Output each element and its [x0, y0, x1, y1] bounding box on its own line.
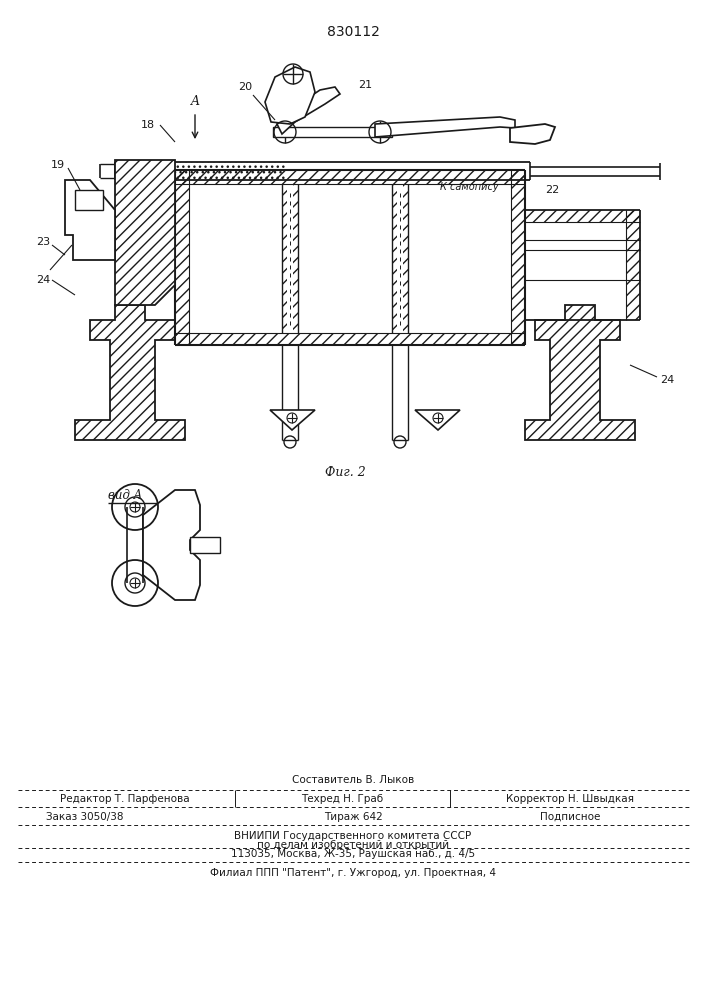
Polygon shape: [277, 87, 340, 134]
Polygon shape: [115, 160, 175, 305]
Text: 21: 21: [358, 80, 372, 90]
Polygon shape: [265, 67, 315, 124]
Text: Тираж 642: Тираж 642: [324, 812, 382, 822]
Text: 23: 23: [36, 237, 50, 247]
Text: A: A: [190, 95, 199, 108]
Text: К самопису: К самопису: [440, 182, 498, 192]
Text: 24: 24: [36, 275, 50, 285]
Text: Редактор Т. Парфенова: Редактор Т. Парфенова: [60, 794, 189, 804]
Text: 22: 22: [545, 185, 559, 195]
Text: Заказ 3050/38: Заказ 3050/38: [46, 812, 124, 822]
Text: 830112: 830112: [327, 25, 380, 39]
Polygon shape: [65, 180, 115, 260]
Text: Техред Н. Граб: Техред Н. Граб: [301, 794, 383, 804]
Text: ВНИИПИ Государственного комитета СССР: ВНИИПИ Государственного комитета СССР: [235, 831, 472, 841]
Polygon shape: [75, 190, 103, 210]
Polygon shape: [143, 490, 200, 600]
Polygon shape: [510, 124, 555, 144]
Polygon shape: [375, 117, 515, 137]
Text: вид A: вид A: [108, 489, 142, 502]
Polygon shape: [273, 127, 392, 137]
Text: 18: 18: [141, 120, 155, 130]
Text: Филиал ППП "Патент", г. Ужгород, ул. Проектная, 4: Филиал ППП "Патент", г. Ужгород, ул. Про…: [210, 868, 496, 878]
Text: Фиг. 2: Фиг. 2: [325, 466, 366, 479]
Polygon shape: [190, 537, 220, 553]
Text: 24: 24: [660, 375, 674, 385]
Text: Корректор Н. Швыдкая: Корректор Н. Швыдкая: [506, 794, 634, 804]
Text: 113035, Москва, Ж-35, Раушская наб., д. 4/5: 113035, Москва, Ж-35, Раушская наб., д. …: [231, 849, 475, 859]
Text: Подписное: Подписное: [540, 812, 600, 822]
Text: 20: 20: [238, 82, 252, 92]
Text: по делам изобретений и открытий: по делам изобретений и открытий: [257, 840, 449, 850]
Polygon shape: [415, 410, 460, 430]
Text: Составитель В. Лыков: Составитель В. Лыков: [292, 775, 414, 785]
Text: 19: 19: [51, 160, 65, 170]
Polygon shape: [75, 305, 185, 440]
Polygon shape: [525, 305, 635, 440]
Polygon shape: [270, 410, 315, 430]
